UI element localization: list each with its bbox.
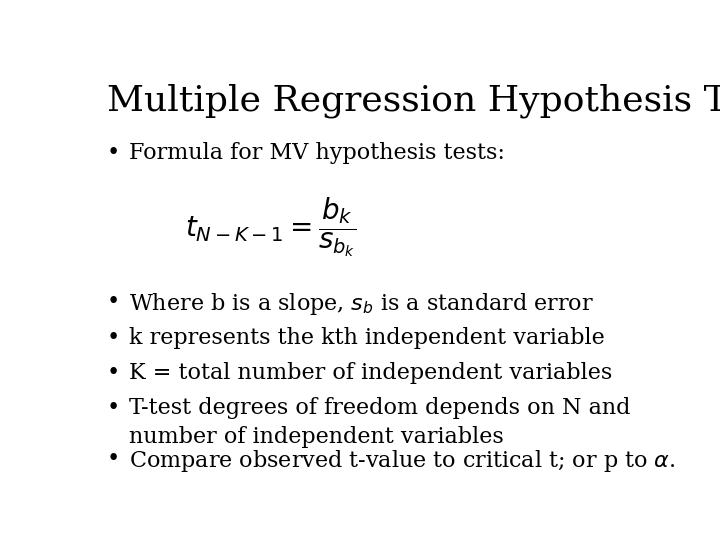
Text: Compare observed t-value to critical t; or p to $\alpha$.: Compare observed t-value to critical t; … <box>129 448 675 474</box>
Text: •: • <box>107 327 120 349</box>
Text: Where b is a slope, $s_{b}$ is a standard error: Where b is a slope, $s_{b}$ is a standar… <box>129 292 594 318</box>
Text: Multiple Regression Hypothesis Tests: Multiple Regression Hypothesis Tests <box>107 84 720 118</box>
Text: K = total number of independent variables: K = total number of independent variable… <box>129 362 612 384</box>
Text: k represents the kth independent variable: k represents the kth independent variabl… <box>129 327 605 349</box>
Text: •: • <box>107 292 120 313</box>
Text: •: • <box>107 362 120 384</box>
Text: T-test degrees of freedom depends on N and
number of independent variables: T-test degrees of freedom depends on N a… <box>129 397 631 448</box>
Text: $t_{N-K-1} = \dfrac{b_k}{s_{b_k}}$: $t_{N-K-1} = \dfrac{b_k}{s_{b_k}}$ <box>185 196 356 259</box>
Text: •: • <box>107 397 120 420</box>
Text: •: • <box>107 448 120 470</box>
Text: •: • <box>107 141 120 164</box>
Text: Formula for MV hypothesis tests:: Formula for MV hypothesis tests: <box>129 141 505 164</box>
